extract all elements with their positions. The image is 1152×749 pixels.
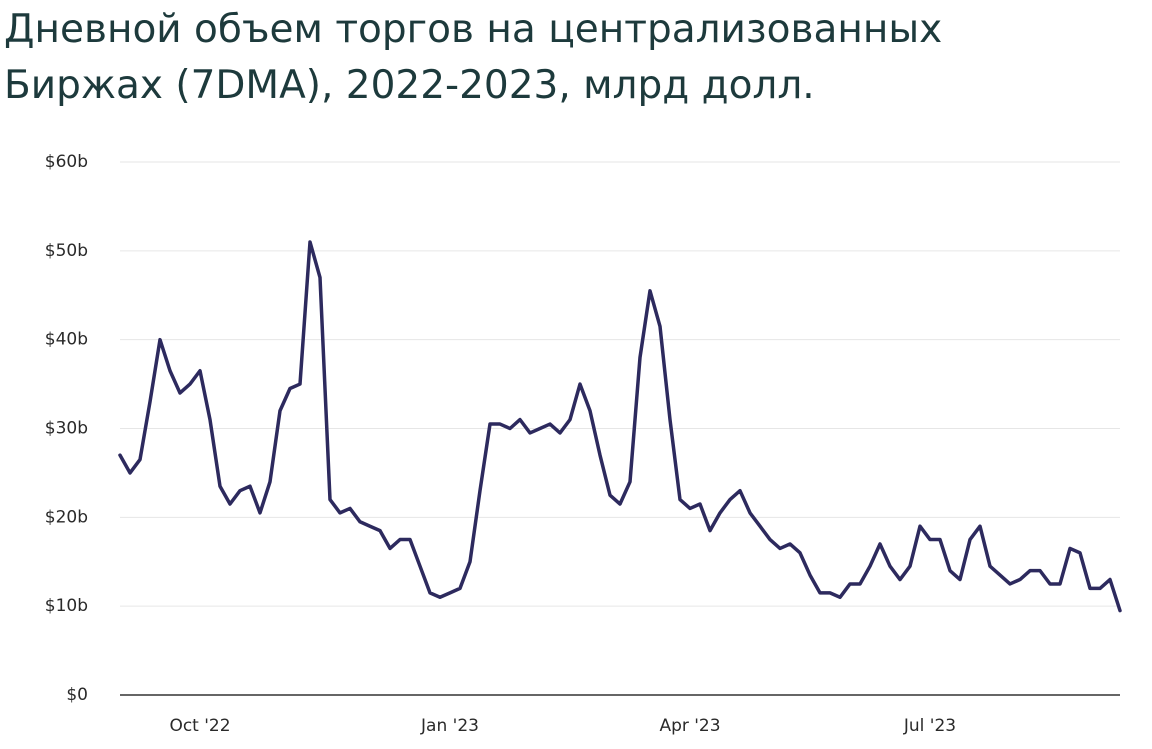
y-tick-label: $30b: [45, 419, 88, 439]
chart-title: Дневной объем торгов на централизованных…: [4, 7, 943, 108]
x-tick-label: Jul '23: [903, 716, 956, 736]
y-tick-label: $50b: [45, 241, 88, 261]
x-tick-label: Jan '23: [420, 716, 479, 736]
x-tick-label: Oct '22: [169, 716, 230, 736]
y-tick-label: $20b: [45, 507, 88, 527]
x-tick-label: Apr '23: [659, 716, 720, 736]
series-line: [118, 240, 1122, 613]
y-tick-label: $10b: [45, 596, 88, 616]
y-tick-label: $0: [66, 685, 88, 705]
y-tick-label: $60b: [45, 152, 88, 172]
y-tick-label: $40b: [45, 330, 88, 350]
